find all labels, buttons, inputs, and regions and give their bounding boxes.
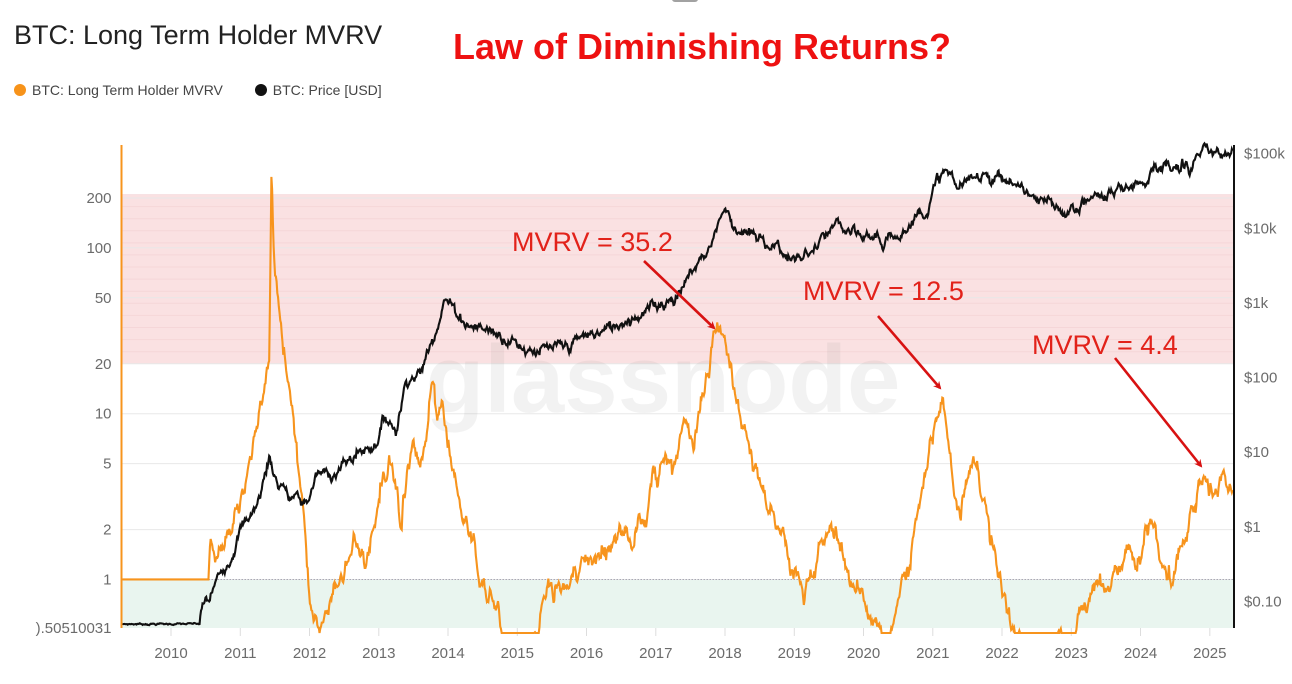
svg-text:2022: 2022 — [985, 645, 1018, 662]
svg-text:2025: 2025 — [1193, 645, 1226, 662]
svg-text:2020: 2020 — [847, 645, 880, 662]
svg-text:2016: 2016 — [570, 645, 603, 662]
svg-text:2: 2 — [103, 522, 111, 539]
svg-text:2017: 2017 — [639, 645, 672, 662]
svg-text:50: 50 — [95, 290, 112, 307]
svg-text:$1: $1 — [1244, 519, 1261, 536]
svg-text:2014: 2014 — [431, 645, 464, 662]
svg-text:$10k: $10k — [1244, 220, 1277, 237]
svg-text:glassnode: glassnode — [426, 326, 901, 433]
svg-text:).50510031: ).50510031 — [36, 620, 112, 637]
svg-text:$100: $100 — [1244, 370, 1277, 387]
svg-text:2011: 2011 — [224, 645, 256, 662]
svg-text:2023: 2023 — [1055, 645, 1088, 662]
svg-text:200: 200 — [86, 190, 111, 207]
svg-text:2018: 2018 — [708, 645, 741, 662]
svg-text:$100k: $100k — [1244, 146, 1285, 163]
svg-text:5: 5 — [103, 456, 111, 473]
svg-text:2024: 2024 — [1124, 645, 1157, 662]
svg-text:20: 20 — [95, 356, 112, 373]
svg-text:$0.10: $0.10 — [1244, 594, 1282, 611]
svg-text:2010: 2010 — [154, 645, 187, 662]
svg-text:100: 100 — [86, 240, 111, 257]
svg-text:$1k: $1k — [1244, 295, 1269, 312]
svg-text:1: 1 — [103, 572, 111, 589]
svg-text:$10: $10 — [1244, 444, 1269, 461]
svg-text:2021: 2021 — [916, 645, 949, 662]
svg-text:2013: 2013 — [362, 645, 395, 662]
svg-text:2019: 2019 — [778, 645, 811, 662]
svg-text:2015: 2015 — [501, 645, 534, 662]
svg-text:2012: 2012 — [293, 645, 326, 662]
svg-text:10: 10 — [95, 406, 112, 423]
